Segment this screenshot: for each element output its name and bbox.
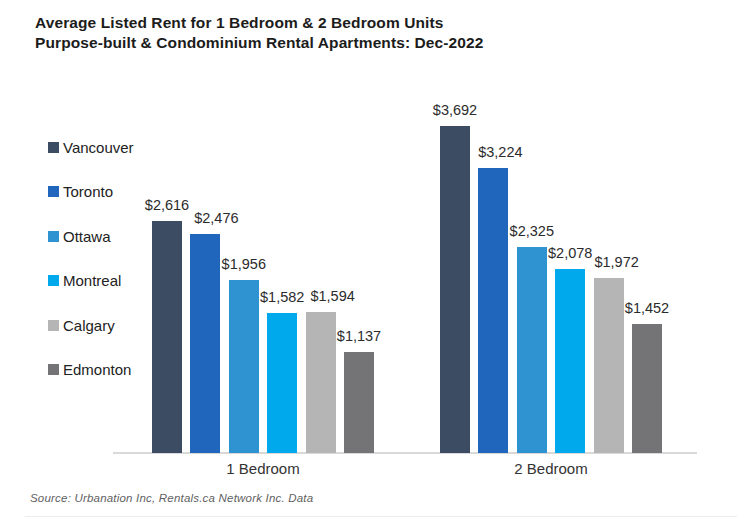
- value-label-vancouver-2-bedroom: $3,692: [433, 101, 477, 120]
- value-label-edmonton-1-bedroom: $1,137: [337, 327, 381, 346]
- value-label-ottawa-2-bedroom: $2,325: [510, 222, 554, 241]
- bar-toronto-1-bedroom: [190, 234, 220, 453]
- value-label-toronto-2-bedroom: $3,224: [478, 143, 522, 162]
- value-label-edmonton-2-bedroom: $1,452: [625, 299, 669, 318]
- category-label-1-bedroom: 1 Bedroom: [226, 460, 299, 477]
- source-note: Source: Urbanation Inc, Rentals.ca Netwo…: [30, 492, 313, 504]
- bar-edmonton-2-bedroom: [632, 324, 662, 453]
- plot-area: $2,616 $2,476 $1,956 $1,582 $1,594 $1,137 1 Be…: [0, 0, 741, 527]
- bar-toronto-2-bedroom: [478, 168, 508, 453]
- bar-ottawa-2-bedroom: [517, 247, 547, 453]
- value-label-vancouver-1-bedroom: $2,616: [145, 196, 189, 215]
- value-label-montreal-2-bedroom: $2,078: [548, 244, 592, 263]
- value-label-calgary-1-bedroom: $1,594: [310, 287, 354, 306]
- bar-montreal-1-bedroom: [267, 313, 297, 453]
- bar-vancouver-2-bedroom: [440, 126, 470, 453]
- bar-calgary-2-bedroom: [594, 278, 624, 453]
- value-label-ottawa-1-bedroom: $1,956: [222, 255, 266, 274]
- bar-calgary-1-bedroom: [306, 312, 336, 453]
- bar-edmonton-1-bedroom: [344, 352, 374, 453]
- value-label-toronto-1-bedroom: $2,476: [194, 209, 238, 228]
- bottom-divider-line: [25, 516, 737, 517]
- value-label-calgary-2-bedroom: $1,972: [594, 253, 638, 272]
- bar-montreal-2-bedroom: [555, 269, 585, 453]
- chart-canvas: Average Listed Rent for 1 Bedroom & 2 Be…: [0, 0, 741, 527]
- bar-vancouver-1-bedroom: [152, 221, 182, 453]
- category-label-2-bedroom: 2 Bedroom: [514, 460, 587, 477]
- bar-ottawa-1-bedroom: [229, 280, 259, 453]
- value-label-montreal-1-bedroom: $1,582: [260, 288, 304, 307]
